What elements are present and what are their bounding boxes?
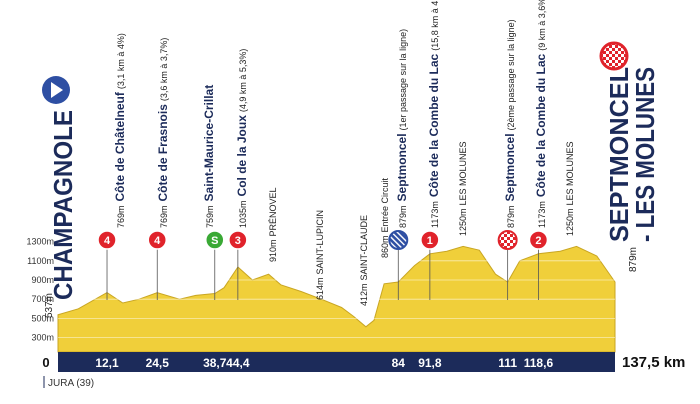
annotation-elevation: 759m [205,205,215,228]
y-tick-label: 1300m [26,237,54,247]
annotation-name: Côte de Frasnois [156,104,170,202]
annotation: 910m PRÉNOVEL [268,187,278,262]
annotation-elevation: 1173m [430,201,440,228]
annotation-name: Côte de la Combe du Lac [427,53,441,197]
marker [97,230,117,250]
annotation: 1173m Côte de la Combe du Lac (15,8 km à 4… [427,0,441,228]
marker [205,230,225,250]
annotation-detail: SAINT-LUPICIN [315,210,325,275]
x-tick-label: 137,5 km [622,354,685,371]
base-layer [57,240,616,353]
annotation-name: Côte de la Combe du Lac [534,53,548,197]
x-tick-label: 84 [392,356,406,370]
marker [497,230,518,250]
x-tick-label: 0 [42,355,49,370]
annotation-name: Septmoncel [395,133,409,201]
marker [420,230,440,250]
annotation-detail: LES MOLUNES [565,141,575,205]
x-tick-label: 24,5 [146,356,170,370]
finish-icon [599,41,629,71]
y-tick-label: 1100m [27,256,54,266]
marker [228,230,248,250]
x-tick-label: 44,4 [226,356,250,370]
annotation: 769m Côte de Châtelneuf (3,1 km à 4%) [113,33,127,228]
annotation: 759m Saint-Maurice-Crillat [202,85,216,228]
annotation-detail: SAINT-CLAUDE [359,215,369,281]
marker [388,230,409,250]
y-tick-label: 700m [31,294,54,304]
annotation-detail: (9 km à 3,6%) [537,0,547,51]
annotation: 1250m LES MOLUNES [458,141,468,236]
finish-name: - LES MOLUNES [630,67,660,242]
annotation-detail: (4,9 km à 5,3%) [238,49,248,113]
annotation-elevation: 769m [159,205,169,228]
annotation-detail: (1er passage sur la ligne) [398,29,408,131]
annotation-name: Col de la Joux [235,115,249,197]
x-tick-label: 118,6 [524,356,554,370]
annotation-elevation: 769m [116,205,126,228]
marker-label: 2 [535,235,541,247]
annotation-detail: (15,8 km à 4,7%) [430,0,440,51]
annotation: 860m Entrée Circuit [380,177,390,258]
annotation-elevation: 1173m [537,201,547,228]
y-tick-label: 900m [31,275,54,285]
annotation: 879m Septmoncel (2ème passage sur la ligne… [503,19,517,228]
start-arrow [51,82,63,98]
annotation-elevation: 1250m [565,208,575,236]
finish-name: SEPTMONCEL [604,67,634,242]
x-tick-label: 38,7 [203,356,227,370]
x-tick-label: 111 [498,356,517,370]
annotation: 879m Septmoncel (1er passage sur la ligne) [395,29,409,228]
annotation-elevation: 1250m [458,208,468,236]
marker-label: S [211,235,218,247]
y-tick-label: 500m [31,313,54,323]
annotation-detail: (3,6 km à 3,7%) [159,38,169,102]
annotation-detail: (3,1 km à 4%) [116,33,126,89]
annotation-detail: Entrée Circuit [380,177,390,232]
annotation-name: Côte de Châtelneuf [113,91,127,201]
marker-label: 4 [154,235,161,247]
annotation-elevation: 412m [359,283,369,306]
annotation: 1250m LES MOLUNES [565,141,575,236]
marker-label: 1 [427,235,433,247]
annotation: 412m SAINT-CLAUDE [359,215,369,306]
marker-label: 3 [235,235,241,247]
annotation-detail: (2ème passage sur la ligne) [506,19,516,130]
annotation-elevation: 879m [398,205,408,228]
marker-label: 4 [104,235,111,247]
start-name: CHAMPAGNOLE [48,110,78,300]
elevation-area [57,245,616,353]
annotation-name: Saint-Maurice-Crillat [202,85,216,202]
annotation-elevation: 910m [268,239,278,262]
annotation-name: Septmoncel [503,133,517,201]
annotation-detail: PRÉNOVEL [268,187,278,236]
x-tick-label: 12,1 [95,356,119,370]
annotation-elevation: 860m [380,235,390,258]
footer: JURA (39) [48,378,94,389]
annotation: 1035m Col de la Joux (4,9 km à 5,3%) [235,49,249,228]
finish-elevation: 879m [628,247,639,272]
annotation-elevation: 879m [506,205,516,228]
annotation-detail: LES MOLUNES [458,141,468,205]
distance-bar [58,352,615,372]
marker [528,230,549,250]
y-tick-label: 300m [31,333,54,343]
annotation: 1173m Côte de la Combe du Lac (9 km à 3,6%… [534,0,548,228]
x-tick-label: 91,8 [418,356,442,370]
start-elevation: 537m [44,293,55,318]
marker [147,230,167,250]
annotation: 614m SAINT-LUPICIN [315,210,325,300]
annotation: 769m Côte de Frasnois (3,6 km à 3,7%) [156,38,170,228]
annotation-elevation: 1035m [238,200,248,228]
annotation-elevation: 614m [315,277,325,300]
